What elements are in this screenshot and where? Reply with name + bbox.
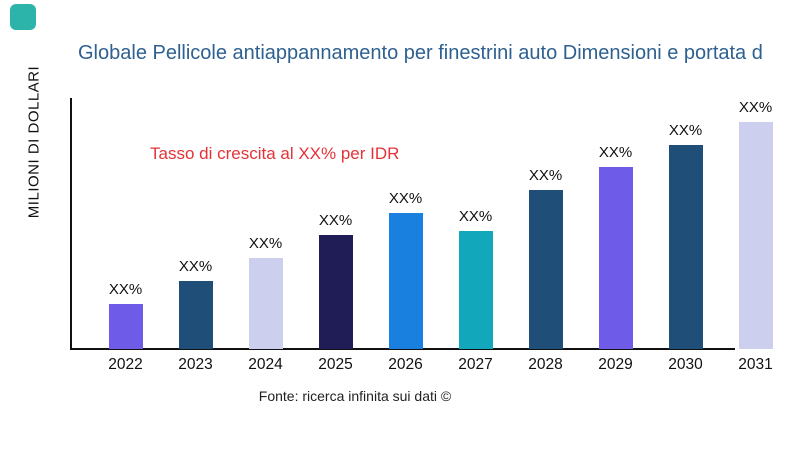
bar-2023 (178, 281, 213, 349)
bar-2026 (388, 213, 423, 349)
bar-2024 (248, 258, 283, 349)
x-tick-label-2024: 2024 (248, 356, 283, 373)
bar-2030 (668, 145, 703, 349)
bar-value-label-2023: XX% (178, 258, 213, 275)
bar-2025 (318, 235, 353, 349)
source-note: Fonte: ricerca infinita sui dati © (258, 388, 452, 404)
bar-value-label-2024: XX% (248, 235, 283, 252)
x-tick-label-2025: 2025 (318, 356, 353, 373)
bar-value-label-2025: XX% (318, 212, 353, 229)
bar-2028 (528, 190, 563, 349)
bar-value-label-2022: XX% (108, 281, 143, 298)
chart-title: Globale Pellicole antiappannamento per f… (78, 42, 763, 64)
bar-2031 (738, 122, 773, 349)
x-tick-label-2029: 2029 (598, 356, 633, 373)
x-tick-label-2031: 2031 (738, 356, 773, 373)
bar-value-label-2031: XX% (738, 99, 773, 116)
bar-value-label-2027: XX% (458, 208, 493, 225)
x-tick-label-2030: 2030 (668, 356, 703, 373)
logo-badge (10, 4, 36, 30)
x-axis-line (70, 348, 735, 350)
x-tick-label-2026: 2026 (388, 356, 423, 373)
bar-2022 (108, 304, 143, 349)
y-axis-line (70, 98, 72, 350)
bar-2029 (598, 167, 633, 349)
bar-value-label-2030: XX% (668, 122, 703, 139)
growth-rate-annotation: Tasso di crescita al XX% per IDR (150, 144, 400, 163)
bar-value-label-2028: XX% (528, 167, 563, 184)
bar-2027 (458, 231, 493, 349)
x-tick-label-2028: 2028 (528, 356, 563, 373)
x-tick-label-2022: 2022 (108, 356, 143, 373)
y-axis-label: MILIONI DI DOLLARI (25, 65, 43, 219)
x-tick-label-2023: 2023 (178, 356, 213, 373)
x-tick-label-2027: 2027 (458, 356, 493, 373)
bar-value-label-2029: XX% (598, 144, 633, 161)
bar-value-label-2026: XX% (388, 190, 423, 207)
